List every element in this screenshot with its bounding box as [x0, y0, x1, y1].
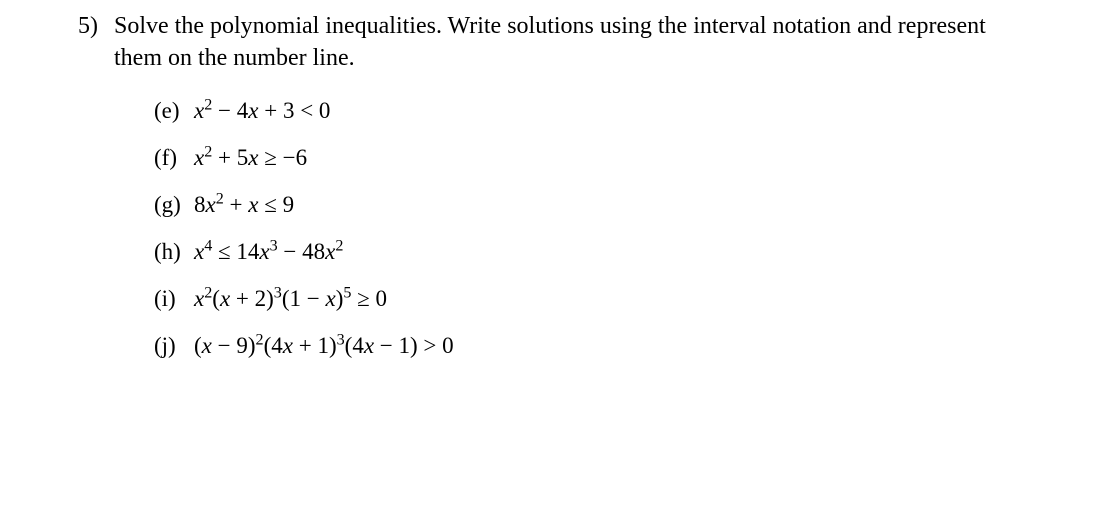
- problem-instruction: Solve the polynomial inequalities. Write…: [114, 10, 1039, 75]
- item-e: (e) x2 − 4x + 3 < 0: [154, 99, 1039, 122]
- item-label-e: (e): [154, 99, 194, 122]
- item-j: (j) (x − 9)2(4x + 1)3(4x − 1) > 0: [154, 334, 1039, 357]
- item-math-j: (x − 9)2(4x + 1)3(4x − 1) > 0: [194, 334, 454, 357]
- item-math-f: x2 + 5x ≥ −6: [194, 146, 307, 169]
- item-f: (f) x2 + 5x ≥ −6: [154, 146, 1039, 169]
- item-label-g: (g): [154, 193, 194, 216]
- page-container: 5) Solve the polynomial inequalities. Wr…: [0, 0, 1119, 391]
- item-math-h: x4 ≤ 14x3 − 48x2: [194, 240, 343, 263]
- item-math-i: x2(x + 2)3(1 − x)5 ≥ 0: [194, 287, 387, 310]
- item-label-j: (j): [154, 334, 194, 357]
- item-label-h: (h): [154, 240, 194, 263]
- item-label-i: (i): [154, 287, 194, 310]
- item-math-e: x2 − 4x + 3 < 0: [194, 99, 330, 122]
- problem-header: 5) Solve the polynomial inequalities. Wr…: [50, 10, 1039, 75]
- item-i: (i) x2(x + 2)3(1 − x)5 ≥ 0: [154, 287, 1039, 310]
- item-math-g: 8x2 + x ≤ 9: [194, 193, 294, 216]
- problem-number: 5): [50, 10, 114, 42]
- sub-items-container: (e) x2 − 4x + 3 < 0 (f) x2 + 5x ≥ −6 (g)…: [50, 99, 1039, 357]
- item-h: (h) x4 ≤ 14x3 − 48x2: [154, 240, 1039, 263]
- item-g: (g) 8x2 + x ≤ 9: [154, 193, 1039, 216]
- item-label-f: (f): [154, 146, 194, 169]
